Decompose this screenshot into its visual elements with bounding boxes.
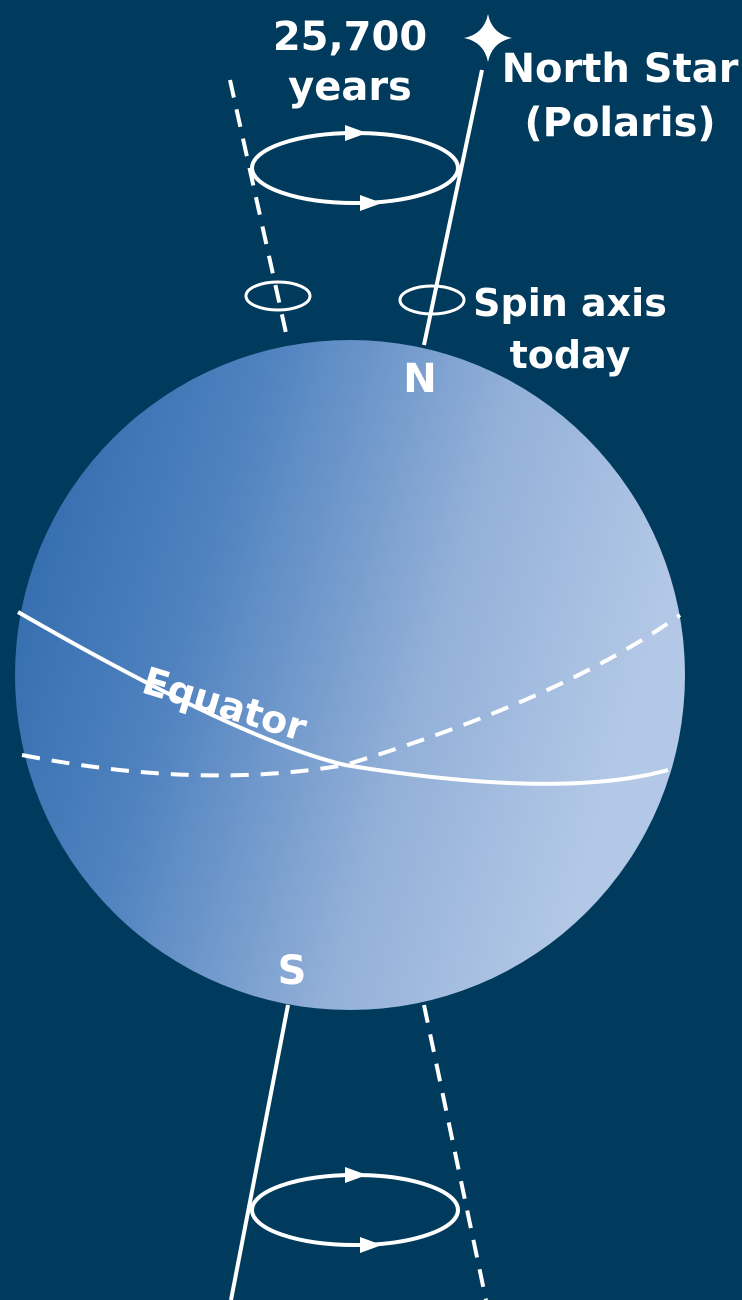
- precession-diagram: 25,700 years North Star (Polaris) Spin a…: [0, 0, 742, 1300]
- star-name: North Star: [502, 46, 739, 92]
- period-value: 25,700: [273, 14, 427, 60]
- axis-label: today: [510, 333, 631, 377]
- star-alias: (Polaris): [524, 100, 715, 146]
- axis-label: Spin axis: [473, 281, 667, 325]
- south-label: S: [278, 948, 307, 994]
- north-label: N: [403, 356, 436, 402]
- period-unit: years: [288, 64, 412, 110]
- earth: [15, 340, 685, 1010]
